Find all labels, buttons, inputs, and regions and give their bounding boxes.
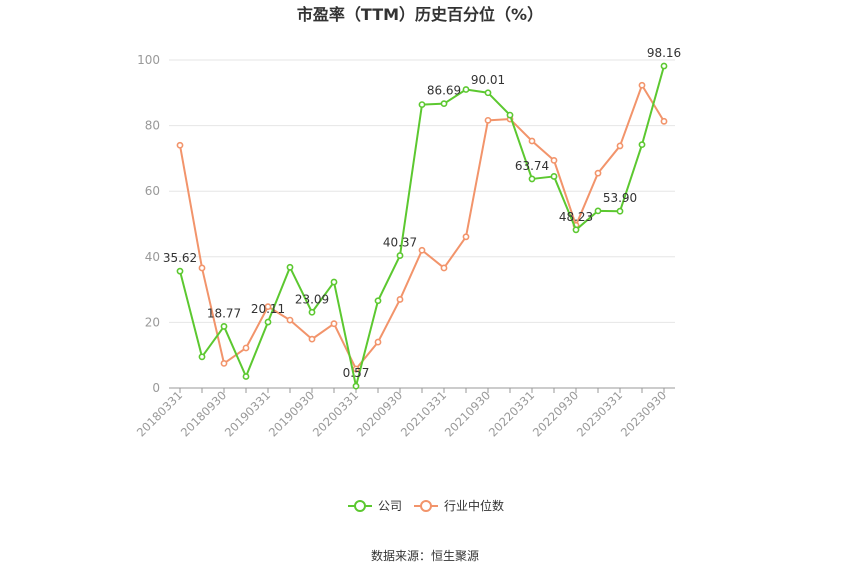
x-tick-label: 20190331 (222, 388, 273, 439)
data-point (220, 359, 228, 367)
data-point (440, 264, 448, 272)
data-point (528, 137, 536, 145)
data-point (550, 156, 558, 164)
legend-item[interactable]: 行业中位数 (414, 498, 504, 513)
x-tick-label: 20220331 (486, 388, 537, 439)
grid-lines (169, 59, 675, 323)
y-tick-label: 100 (137, 53, 160, 67)
data-point (286, 316, 294, 324)
data-point (374, 338, 382, 346)
data-point (176, 267, 184, 275)
data-point (638, 81, 646, 89)
x-tick-label: 20220930 (530, 388, 581, 439)
legend-marker (354, 500, 366, 512)
data-point (176, 141, 184, 149)
chart-title: 市盈率（TTM）历史百分位（%） (297, 5, 543, 24)
data-label: 18.77 (207, 306, 241, 320)
data-point (308, 308, 316, 316)
y-tick-label: 40 (145, 250, 160, 264)
data-point (264, 318, 272, 326)
legend-label: 公司 (378, 499, 402, 513)
data-label: 23.09 (295, 292, 329, 306)
data-point (418, 101, 426, 109)
data-point (484, 116, 492, 124)
data-label: 35.62 (163, 251, 197, 265)
data-point (462, 233, 470, 241)
data-point (572, 226, 580, 234)
series-layer (176, 62, 668, 390)
data-point (352, 382, 360, 390)
data-point (286, 263, 294, 271)
data-point (418, 246, 426, 254)
y-tick-label: 60 (145, 184, 160, 198)
x-tick-label: 20200930 (354, 388, 405, 439)
data-point (242, 373, 250, 380)
y-tick-label: 20 (145, 315, 160, 329)
data-label: 40.37 (383, 236, 417, 250)
data-label: 86.69 (427, 84, 461, 98)
data-point (374, 297, 382, 305)
x-tick-label: 20230930 (618, 388, 669, 439)
x-tick-label: 20200331 (310, 388, 361, 439)
data-label: 63.74 (515, 159, 549, 173)
legend-marker (420, 500, 432, 512)
data-point (396, 252, 404, 259)
x-axis: 2018033120180930201903312019093020200331… (134, 387, 675, 440)
data-point (638, 141, 646, 149)
data-point (242, 344, 250, 352)
data-point (616, 207, 624, 215)
data-point (264, 303, 272, 311)
data-label: 0.57 (343, 366, 370, 380)
x-tick-label: 20180331 (134, 388, 185, 439)
data-point (594, 207, 602, 215)
data-point (660, 62, 668, 70)
y-tick-label: 0 (152, 381, 160, 395)
data-point (528, 175, 536, 183)
data-label: 53.90 (603, 191, 637, 205)
data-point (396, 296, 404, 303)
data-point (352, 365, 360, 373)
legend[interactable]: 公司 行业中位数 (348, 498, 504, 513)
y-tick-label: 80 (145, 119, 160, 133)
series-line (179, 65, 665, 388)
x-tick-label: 20190930 (266, 388, 317, 439)
data-point (330, 320, 338, 328)
data-point (308, 335, 316, 343)
data-point (462, 86, 470, 93)
data-point (594, 169, 602, 177)
data-label: 90.01 (471, 73, 505, 87)
data-point (440, 100, 448, 108)
data-point (198, 353, 206, 361)
source-note: 数据来源：恒生聚源 (371, 548, 479, 563)
y-axis: 0 20 40 60 80 100 (137, 53, 160, 395)
data-label: 48.23 (559, 210, 593, 224)
data-point (506, 111, 514, 119)
x-tick-label: 20180930 (178, 388, 229, 439)
data-point (330, 278, 338, 286)
data-labels: 35.62 18.77 20.11 23.09 0.57 40.37 86.69 90.01 6… (163, 46, 681, 380)
x-tick-label: 20210331 (398, 388, 449, 439)
data-point (616, 142, 624, 150)
data-label: 98.16 (647, 46, 681, 60)
data-label: 20.11 (251, 302, 285, 316)
x-tick-label: 20230331 (574, 388, 625, 439)
data-point (550, 173, 558, 180)
data-point (660, 117, 668, 125)
x-tick-label: 20210930 (442, 388, 493, 439)
data-point (220, 323, 228, 330)
data-point (484, 89, 492, 97)
legend-label: 行业中位数 (444, 498, 504, 513)
legend-item[interactable]: 公司 (348, 499, 402, 513)
series-line (179, 84, 665, 370)
data-point (198, 264, 206, 272)
